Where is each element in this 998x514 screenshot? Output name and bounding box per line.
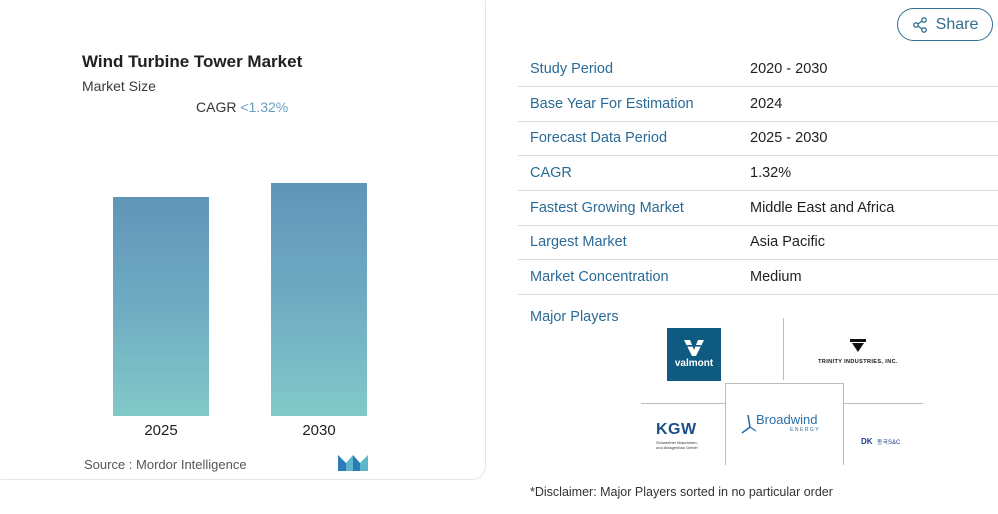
info-row-largest-market: Largest Market Asia Pacific [518, 225, 998, 260]
kgw-sub-text-1: Schweriner Maschinen- [656, 440, 698, 445]
disclaimer: *Disclaimer: Major Players sorted in no … [530, 485, 833, 499]
info-value: Medium [750, 269, 802, 285]
cagr-label: CAGR [196, 99, 237, 115]
info-key: Base Year For Estimation [530, 96, 694, 112]
valmont-logo: valmont [667, 328, 721, 381]
cagr-summary: CAGR <1.32% [196, 99, 288, 115]
valmont-logo-text: valmont [674, 358, 714, 369]
info-key: Largest Market [530, 234, 627, 250]
info-row-concentration: Market Concentration Medium [518, 260, 998, 295]
bar-2030 [271, 183, 367, 416]
dk-sub-text: 동국S&C [877, 440, 901, 446]
info-key: Market Concentration [530, 269, 669, 285]
kgw-sub-text-2: und Anlagenbau GmbH [656, 445, 698, 450]
broadwind-logo-text: Broadwind [756, 412, 818, 427]
info-value: Middle East and Africa [750, 200, 895, 216]
share-label: Share [935, 15, 979, 33]
source-value: Mordor Intelligence [136, 457, 247, 472]
dk-logo-text: DK [861, 437, 873, 446]
info-row-base-year: Base Year For Estimation 2024 [518, 87, 998, 122]
x-tick-label: 2025 [144, 422, 178, 439]
share-icon [912, 16, 927, 33]
bar-2025 [113, 197, 209, 416]
trinity-logo: TRINITY INDUSTRIES, INC. [808, 339, 908, 371]
info-value: 2024 [750, 96, 783, 112]
info-row-fastest-growing: Fastest Growing Market Middle East and A… [518, 191, 998, 226]
card-subtitle: Market Size [82, 78, 156, 94]
info-value: 2020 - 2030 [750, 61, 828, 77]
dk-logo: DK 동국S&C [861, 431, 907, 446]
info-key: Fastest Growing Market [530, 200, 684, 216]
x-tick-label: 2030 [302, 422, 336, 439]
grid-divider [641, 403, 725, 404]
info-value: 2025 - 2030 [750, 130, 828, 146]
grid-divider [725, 383, 726, 465]
info-value: 1.32% [750, 165, 792, 181]
broadwind-sub-text: ENERGY [790, 427, 821, 433]
major-players-title: Major Players [530, 309, 619, 325]
grid-divider [725, 383, 843, 384]
info-row-cagr: CAGR 1.32% [518, 156, 998, 191]
source-line: Source : Mordor Intelligence [84, 457, 247, 472]
broadwind-logo: Broadwind ENERGY [738, 411, 834, 439]
valmont-v-icon [684, 340, 704, 356]
trinity-logo-text: TRINITY INDUSTRIES, INC. [818, 359, 898, 365]
info-key: CAGR [530, 165, 572, 181]
broadwind-swoosh-icon [741, 414, 757, 434]
trinity-triangle-icon [850, 339, 866, 352]
grid-divider [843, 403, 923, 404]
info-key: Forecast Data Period [530, 130, 668, 146]
info-key: Study Period [530, 61, 614, 77]
info-row-forecast-period: Forecast Data Period 2025 - 2030 [518, 121, 998, 156]
info-value: Asia Pacific [750, 234, 825, 250]
card-title: Wind Turbine Tower Market [82, 52, 303, 71]
kgw-logo: KGW Schweriner Maschinen- und Anlagenbau… [656, 422, 714, 452]
cagr-value: <1.32% [240, 99, 289, 115]
market-size-card [0, 0, 486, 480]
grid-divider [843, 383, 844, 465]
kgw-logo-text: KGW [656, 421, 697, 438]
mordor-logo-icon [338, 455, 368, 471]
source-label: Source : [84, 457, 133, 472]
grid-divider [783, 318, 784, 380]
share-button[interactable]: Share [897, 8, 993, 41]
info-row-study-period: Study Period 2020 - 2030 [518, 52, 998, 87]
